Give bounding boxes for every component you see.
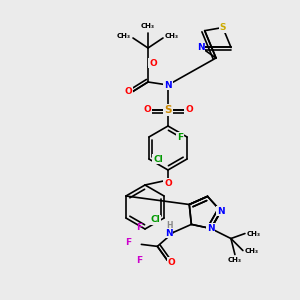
Text: O: O xyxy=(164,178,172,188)
Text: CH₃: CH₃ xyxy=(117,33,131,39)
Text: N: N xyxy=(217,207,225,216)
Text: S: S xyxy=(220,23,226,32)
Text: F: F xyxy=(177,133,183,142)
Text: S: S xyxy=(164,105,172,115)
Text: O: O xyxy=(185,106,193,115)
Text: N: N xyxy=(164,80,172,89)
Text: F: F xyxy=(125,238,131,247)
Text: Cl: Cl xyxy=(150,215,160,224)
Text: H: H xyxy=(166,221,172,230)
Text: O: O xyxy=(143,106,151,115)
Text: F: F xyxy=(136,256,142,266)
Text: O: O xyxy=(149,58,157,68)
Text: O: O xyxy=(124,88,132,97)
Text: N: N xyxy=(197,43,205,52)
Text: CH₃: CH₃ xyxy=(247,230,261,236)
Text: F: F xyxy=(136,224,142,232)
Text: CH₃: CH₃ xyxy=(141,23,155,29)
Text: O: O xyxy=(167,258,175,267)
Text: N: N xyxy=(165,229,172,238)
Text: Cl: Cl xyxy=(153,154,163,164)
Text: CH₃: CH₃ xyxy=(245,248,259,254)
Text: CH₃: CH₃ xyxy=(165,33,179,39)
Text: N: N xyxy=(207,224,215,233)
Text: CH₃: CH₃ xyxy=(228,256,242,262)
